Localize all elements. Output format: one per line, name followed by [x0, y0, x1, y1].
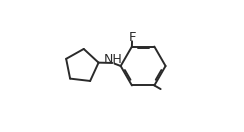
Text: NH: NH	[104, 53, 123, 66]
Text: F: F	[128, 32, 136, 44]
